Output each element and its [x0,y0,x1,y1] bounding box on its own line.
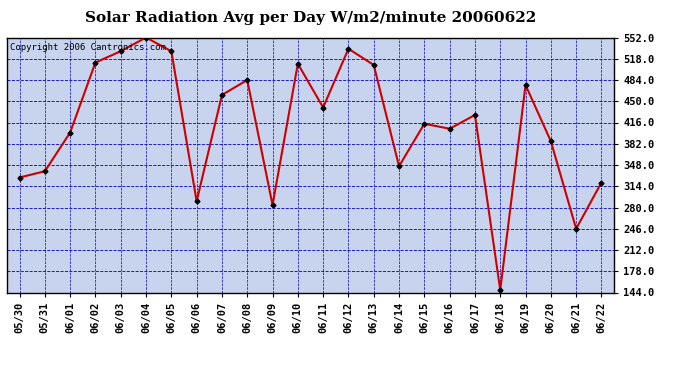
Text: Solar Radiation Avg per Day W/m2/minute 20060622: Solar Radiation Avg per Day W/m2/minute … [85,11,536,25]
Text: Copyright 2006 Cantronics.com: Copyright 2006 Cantronics.com [10,43,166,52]
